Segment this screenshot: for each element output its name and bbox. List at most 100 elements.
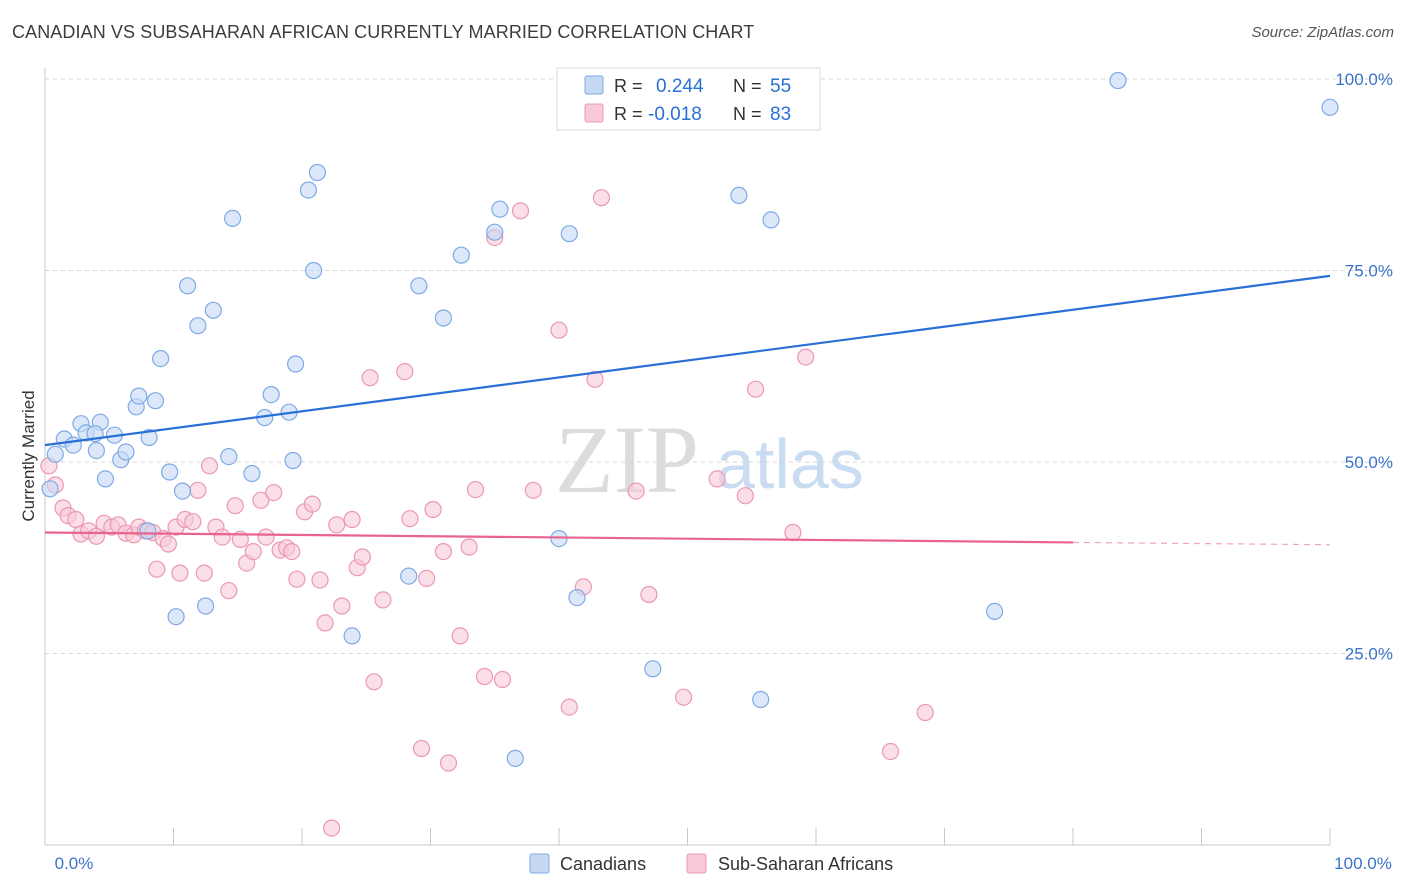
- canadian-point: [224, 209, 242, 227]
- sub-saharan-point: [511, 202, 530, 220]
- canadian-point: [161, 463, 179, 481]
- legend-n-label-2: N =: [733, 104, 762, 124]
- sub-saharan-point: [401, 510, 419, 528]
- sub-saharan-point: [353, 548, 371, 566]
- canadian-point: [560, 225, 578, 243]
- y-axis-label: Currently Married: [19, 390, 38, 521]
- canadian-point: [730, 186, 748, 204]
- sub-saharan-point: [524, 481, 542, 499]
- canadian-point: [644, 660, 662, 678]
- trend-lines: [44, 274, 1331, 546]
- legend-n-value-2: 83: [770, 104, 791, 125]
- sub-saharan-point: [797, 348, 815, 366]
- canadian-point: [173, 482, 192, 500]
- x-tick-label-min: 0.0%: [55, 854, 94, 873]
- canadian-point: [400, 567, 418, 585]
- canadians-trend-line: [44, 274, 1331, 447]
- canadian-point: [220, 448, 238, 466]
- sub-saharan-point: [674, 688, 693, 706]
- canadian-point: [434, 309, 452, 327]
- sub-saharan-point: [412, 739, 431, 758]
- chart-title: CANADIAN VS SUBSAHARAN AFRICAN CURRENTLY…: [12, 22, 755, 42]
- sub-saharan-point: [159, 535, 177, 553]
- legend-n-label-1: N =: [733, 76, 762, 96]
- correlation-legend: R = 0.244 N = 55 R = -0.018 N = 83: [556, 67, 821, 131]
- legend-swatch-pink: [584, 103, 604, 123]
- sub-saharan-point: [333, 597, 351, 615]
- canadian-point: [64, 436, 82, 454]
- canadian-point: [189, 317, 207, 335]
- sub-saharan-point: [257, 528, 275, 546]
- legend-r-label-1: R =: [614, 76, 643, 96]
- y-tick-label: 75.0%: [1345, 262, 1393, 281]
- series-legend-label-subsaharan: Sub-Saharan Africans: [718, 854, 893, 874]
- sub-saharan-point: [184, 513, 202, 531]
- sub-saharan-point: [475, 667, 494, 686]
- y-tick-label: 25.0%: [1345, 645, 1393, 664]
- subsaharan-trend-extension: [1072, 541, 1331, 546]
- canadian-point: [343, 627, 361, 645]
- sub-saharan-point: [213, 528, 231, 546]
- sub-saharan-point: [746, 380, 765, 398]
- sub-saharan-point: [171, 564, 189, 582]
- canadian-point: [152, 350, 170, 368]
- watermark-zip: ZIP: [555, 406, 699, 513]
- canadian-point: [204, 301, 222, 319]
- sub-saharan-point: [424, 500, 442, 519]
- sub-saharan-point: [343, 510, 361, 529]
- canadian-point: [139, 522, 157, 540]
- sub-saharan-point: [303, 495, 321, 513]
- series-legend-swatch-subsaharan: [686, 853, 707, 874]
- legend-r-value-2: -0.018: [648, 104, 702, 125]
- canadian-point: [568, 588, 586, 607]
- canadian-point: [452, 246, 470, 264]
- x-tick-label-max: 100.0%: [1334, 854, 1392, 873]
- canadian-point: [167, 608, 185, 626]
- subsaharan-trend-line: [44, 531, 1074, 544]
- series-legend-swatch-canadians: [529, 853, 550, 874]
- sub-saharan-point: [560, 698, 578, 716]
- sub-saharan-point: [466, 481, 485, 499]
- sub-saharan-point: [200, 457, 219, 475]
- canadian-point: [299, 181, 317, 199]
- sub-saharan-point: [361, 369, 379, 387]
- sub-saharan-point: [283, 542, 301, 561]
- sub-saharan-point: [592, 189, 611, 207]
- sub-saharan-point: [418, 569, 436, 588]
- sub-saharan-points: [40, 189, 934, 837]
- legend-swatch-blue: [584, 75, 604, 95]
- canadian-point: [985, 602, 1004, 621]
- sub-saharan-point: [328, 516, 346, 534]
- sub-saharan-point: [220, 582, 238, 600]
- canadian-point: [41, 480, 59, 498]
- sub-saharan-point: [586, 370, 604, 388]
- sub-saharan-point: [550, 321, 568, 339]
- canadian-point: [87, 441, 106, 460]
- canadian-point: [46, 445, 64, 463]
- canadian-point: [96, 470, 115, 488]
- sub-saharan-point: [226, 497, 244, 515]
- canadian-point: [506, 749, 524, 768]
- canadian-point: [140, 428, 158, 447]
- canadian-point: [1321, 98, 1339, 116]
- canadian-point: [287, 355, 305, 373]
- canadian-point: [486, 223, 504, 241]
- sub-saharan-point: [396, 363, 414, 381]
- source-label: Source: ZipAtlas.com: [1251, 24, 1394, 41]
- sub-saharan-point: [244, 542, 262, 561]
- y-tick-label: 100.0%: [1335, 70, 1393, 89]
- canadian-point: [762, 211, 780, 229]
- canadian-point: [197, 597, 215, 615]
- canadian-point: [284, 451, 302, 470]
- series-legend-label-canadians: Canadians: [560, 854, 646, 874]
- sub-saharan-point: [265, 484, 283, 502]
- sub-saharan-point: [374, 591, 392, 609]
- sub-saharan-point: [252, 491, 270, 509]
- sub-saharan-point: [493, 670, 512, 689]
- sub-saharan-point: [439, 754, 458, 772]
- sub-saharan-point: [434, 542, 452, 561]
- sub-saharan-point: [784, 523, 802, 542]
- sub-saharan-point: [323, 819, 341, 837]
- sub-saharan-point: [189, 481, 207, 499]
- sub-saharan-point: [627, 482, 645, 500]
